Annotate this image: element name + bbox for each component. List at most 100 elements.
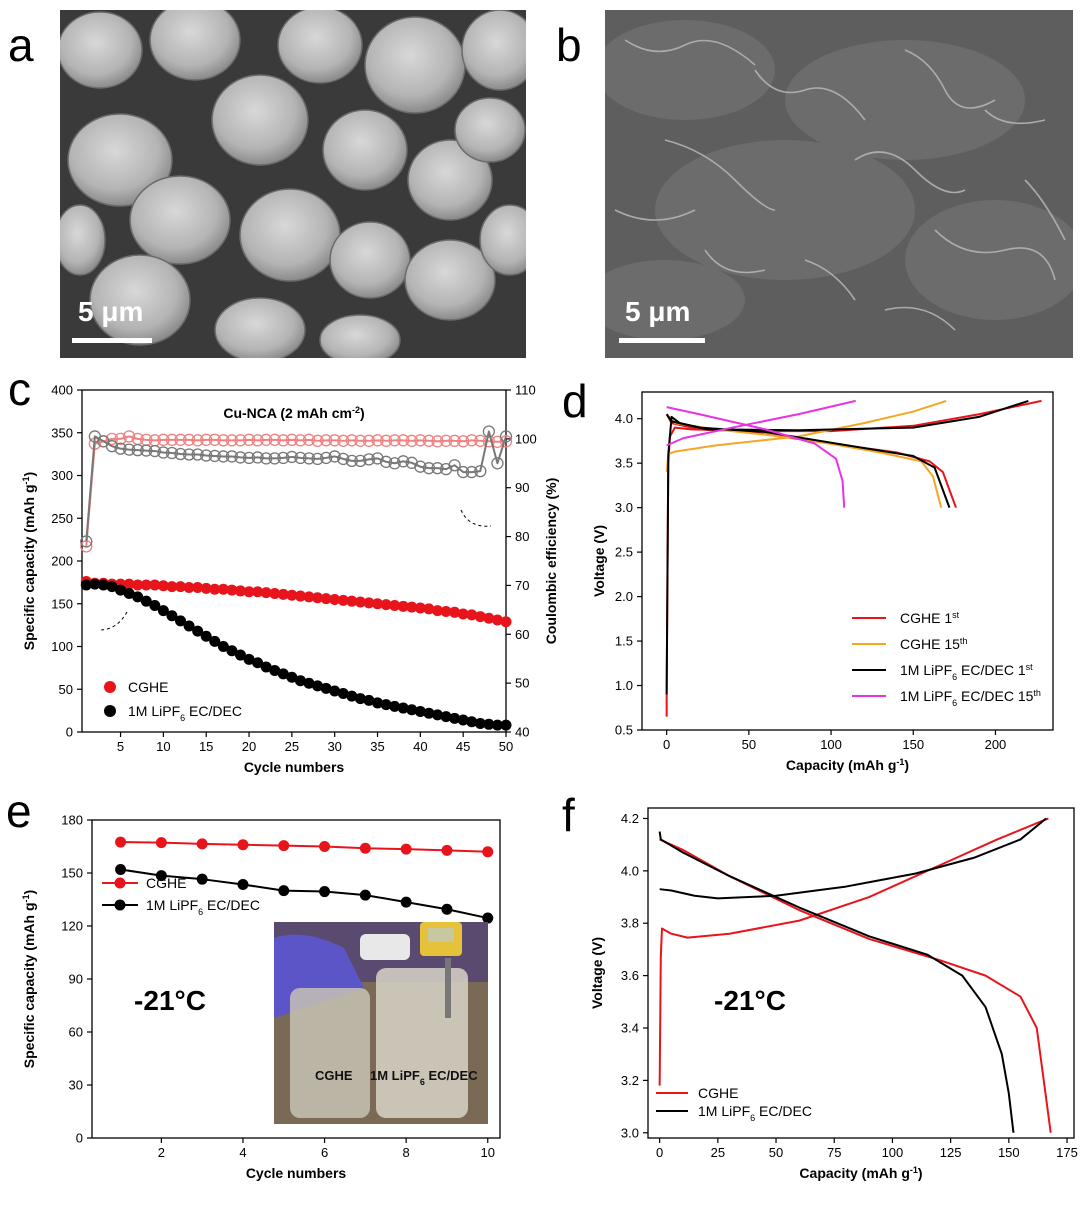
data-point bbox=[320, 682, 332, 694]
data-point bbox=[311, 434, 324, 447]
data-point bbox=[345, 454, 358, 467]
data-point bbox=[234, 434, 247, 447]
data-point bbox=[183, 582, 195, 594]
data-point bbox=[192, 582, 204, 594]
data-point bbox=[122, 443, 136, 456]
data-point bbox=[457, 714, 469, 726]
y-tick-label: 0.5 bbox=[615, 723, 633, 738]
legend-label: CGHE 1st bbox=[900, 610, 960, 626]
y2-tick-label: 50 bbox=[515, 676, 529, 691]
series-line bbox=[666, 406, 846, 508]
sem-a-picture bbox=[60, 10, 526, 358]
data-point bbox=[234, 585, 246, 597]
data-point bbox=[448, 434, 461, 447]
data-point bbox=[278, 840, 290, 852]
series-line bbox=[85, 430, 507, 542]
data-point bbox=[319, 886, 331, 898]
data-point bbox=[114, 442, 127, 455]
legend-marker bbox=[114, 899, 126, 911]
data-point bbox=[449, 606, 461, 618]
series-line bbox=[666, 399, 856, 447]
data-point bbox=[482, 846, 494, 858]
y-tick-label: 3.4 bbox=[621, 1021, 639, 1036]
data-point bbox=[319, 434, 333, 447]
data-point bbox=[115, 584, 127, 596]
data-point bbox=[449, 712, 461, 724]
data-point bbox=[157, 580, 169, 592]
data-point bbox=[200, 582, 212, 594]
y-axis-label: Specific capacity (mAh g-1) bbox=[21, 890, 37, 1068]
data-point bbox=[97, 579, 109, 591]
y-tick-label: 0 bbox=[66, 725, 73, 740]
data-point bbox=[388, 434, 401, 447]
data-point bbox=[363, 694, 375, 706]
chart-title: Cu-NCA (2 mAh cm-2) bbox=[223, 405, 364, 421]
y-tick-label: 4.2 bbox=[621, 811, 639, 826]
data-point bbox=[226, 645, 238, 657]
inset-photo-vial-right bbox=[376, 968, 468, 1118]
data-point bbox=[465, 434, 478, 447]
series-line bbox=[665, 413, 951, 508]
data-point bbox=[346, 595, 358, 607]
data-point bbox=[157, 605, 169, 617]
data-point bbox=[237, 839, 249, 851]
data-point bbox=[209, 583, 221, 595]
data-point bbox=[208, 449, 221, 463]
data-point bbox=[157, 433, 170, 446]
data-point bbox=[155, 837, 167, 849]
panel-e-letter: e bbox=[6, 785, 32, 837]
data-point bbox=[414, 705, 426, 717]
data-point bbox=[217, 434, 230, 447]
data-point bbox=[329, 685, 341, 697]
data-point bbox=[457, 435, 470, 448]
chart-d-voltage-profiles: 0 50 100 150 200 0.5 1.0 1.5 2.0 2.5 3.0 3.5 4.0 Capa… bbox=[591, 391, 1054, 773]
data-point bbox=[474, 717, 486, 729]
x-axis-label: Cycle numbers bbox=[244, 759, 345, 775]
scalebar-b-label: 5 μm bbox=[625, 296, 691, 327]
data-point bbox=[319, 841, 331, 852]
data-point bbox=[328, 434, 341, 447]
x-tick-label: 100 bbox=[882, 1145, 904, 1160]
series-line bbox=[120, 868, 488, 920]
x-tick-label: 10 bbox=[156, 739, 170, 754]
inset-label-lipf6: 1M LiPF6 EC/DEC bbox=[370, 1068, 478, 1087]
y-tick-label: 60 bbox=[69, 1025, 83, 1040]
data-point bbox=[225, 450, 239, 463]
data-point bbox=[278, 885, 290, 897]
data-point bbox=[200, 433, 213, 446]
data-point bbox=[294, 451, 307, 465]
data-point bbox=[80, 535, 93, 548]
data-point bbox=[105, 440, 119, 453]
x-tick-label: 35 bbox=[370, 739, 384, 754]
chart-f-low-temp-voltage: 0 25 50 75 100 125 150 175 3.0 3.2 3.4 3.6 3.8 4.0 4.2… bbox=[589, 807, 1078, 1181]
y-tick-label: 120 bbox=[61, 919, 83, 934]
data-point bbox=[406, 704, 418, 716]
data-point bbox=[312, 592, 324, 604]
y-tick-label: 400 bbox=[51, 383, 73, 398]
data-point bbox=[286, 589, 298, 601]
y-tick-label: 150 bbox=[61, 866, 83, 881]
data-point bbox=[174, 433, 187, 446]
data-point bbox=[354, 454, 367, 467]
data-point bbox=[359, 889, 371, 901]
y-tick-label: 250 bbox=[51, 511, 73, 526]
y-tick-label: 50 bbox=[59, 682, 73, 697]
data-point bbox=[217, 641, 229, 652]
inset-photo-cap bbox=[360, 934, 410, 960]
data-point bbox=[397, 600, 409, 612]
data-point bbox=[362, 434, 376, 447]
data-point bbox=[175, 615, 187, 627]
data-point bbox=[200, 449, 213, 462]
data-point bbox=[431, 435, 444, 448]
data-point bbox=[372, 697, 384, 709]
x-tick-label: 50 bbox=[769, 1145, 783, 1160]
data-point bbox=[371, 434, 384, 447]
data-point bbox=[115, 863, 127, 875]
data-point bbox=[277, 588, 289, 600]
y-tick-label: 3.6 bbox=[621, 968, 639, 983]
x-axis-label: Capacity (mAh g-1) bbox=[799, 1165, 922, 1181]
legend-label: CGHE bbox=[128, 679, 168, 695]
data-point bbox=[440, 605, 452, 617]
data-point bbox=[482, 425, 496, 438]
y-tick-label: 3.8 bbox=[621, 916, 639, 931]
